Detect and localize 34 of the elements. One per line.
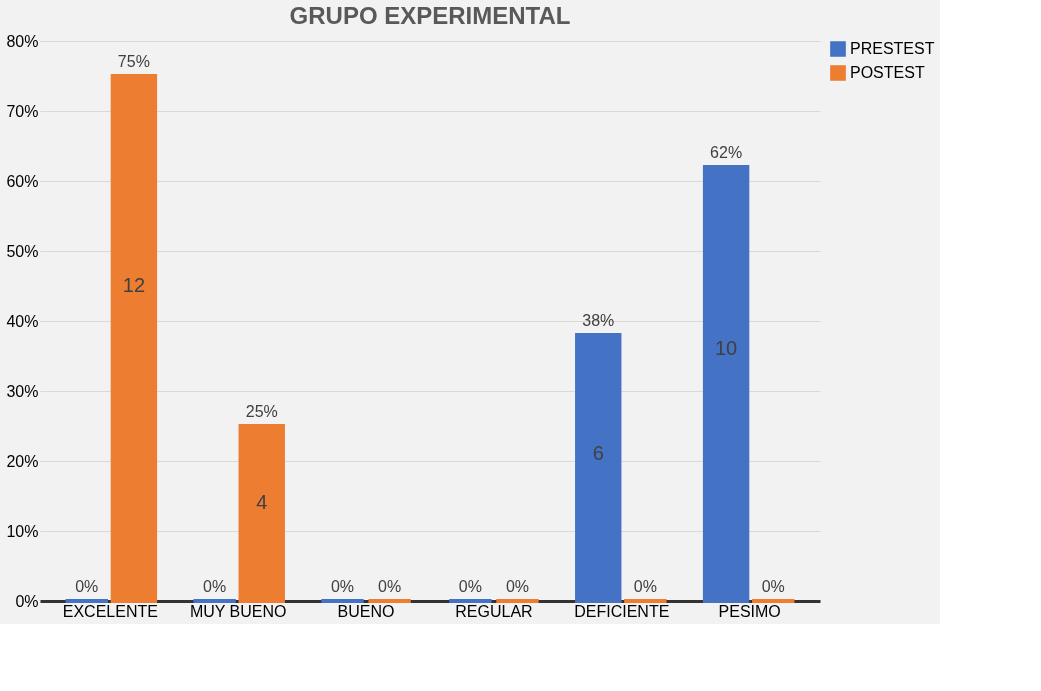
- y-tick-label: 10%: [6, 522, 39, 540]
- data-label: 0%: [761, 578, 785, 595]
- annotation: 4: [256, 491, 268, 513]
- y-tick-label: 0%: [15, 592, 39, 610]
- data-label: 38%: [582, 312, 615, 329]
- chart-title: GRUPO EXPERIMENTAL: [289, 2, 571, 29]
- x-tick-label: BUENO: [337, 602, 395, 620]
- data-label: 0%: [203, 578, 227, 595]
- x-tick-label: EXCELENTE: [62, 602, 158, 620]
- y-tick-label: 50%: [6, 242, 39, 260]
- y-tick-label: 40%: [6, 312, 39, 330]
- x-tick-label: MUY BUENO: [189, 602, 287, 620]
- y-tick-label: 30%: [6, 382, 39, 400]
- data-label: 25%: [245, 403, 278, 420]
- y-tick-label: 20%: [6, 452, 39, 470]
- y-tick-label: 70%: [6, 102, 39, 120]
- data-label: 0%: [330, 578, 355, 595]
- data-label: 0%: [378, 578, 402, 595]
- annotation: 6: [592, 442, 604, 464]
- data-label: 75%: [117, 53, 150, 70]
- legend-label: POSTEST: [850, 64, 925, 81]
- x-tick-label: DEFICIENTE: [574, 602, 670, 620]
- annotation: 10: [714, 337, 738, 359]
- x-tick-label: REGULAR: [455, 602, 533, 620]
- data-label: 0%: [633, 578, 657, 595]
- legend-label: PRESTEST: [850, 40, 935, 57]
- data-label: 0%: [458, 578, 482, 595]
- y-tick-label: 80%: [6, 32, 39, 50]
- data-label: 0%: [505, 578, 530, 595]
- y-tick-label: 60%: [6, 172, 39, 190]
- data-label: 62%: [710, 144, 743, 161]
- x-tick-label: PESIMO: [718, 602, 781, 620]
- data-label: 0%: [75, 578, 99, 595]
- annotation: 12: [122, 274, 146, 296]
